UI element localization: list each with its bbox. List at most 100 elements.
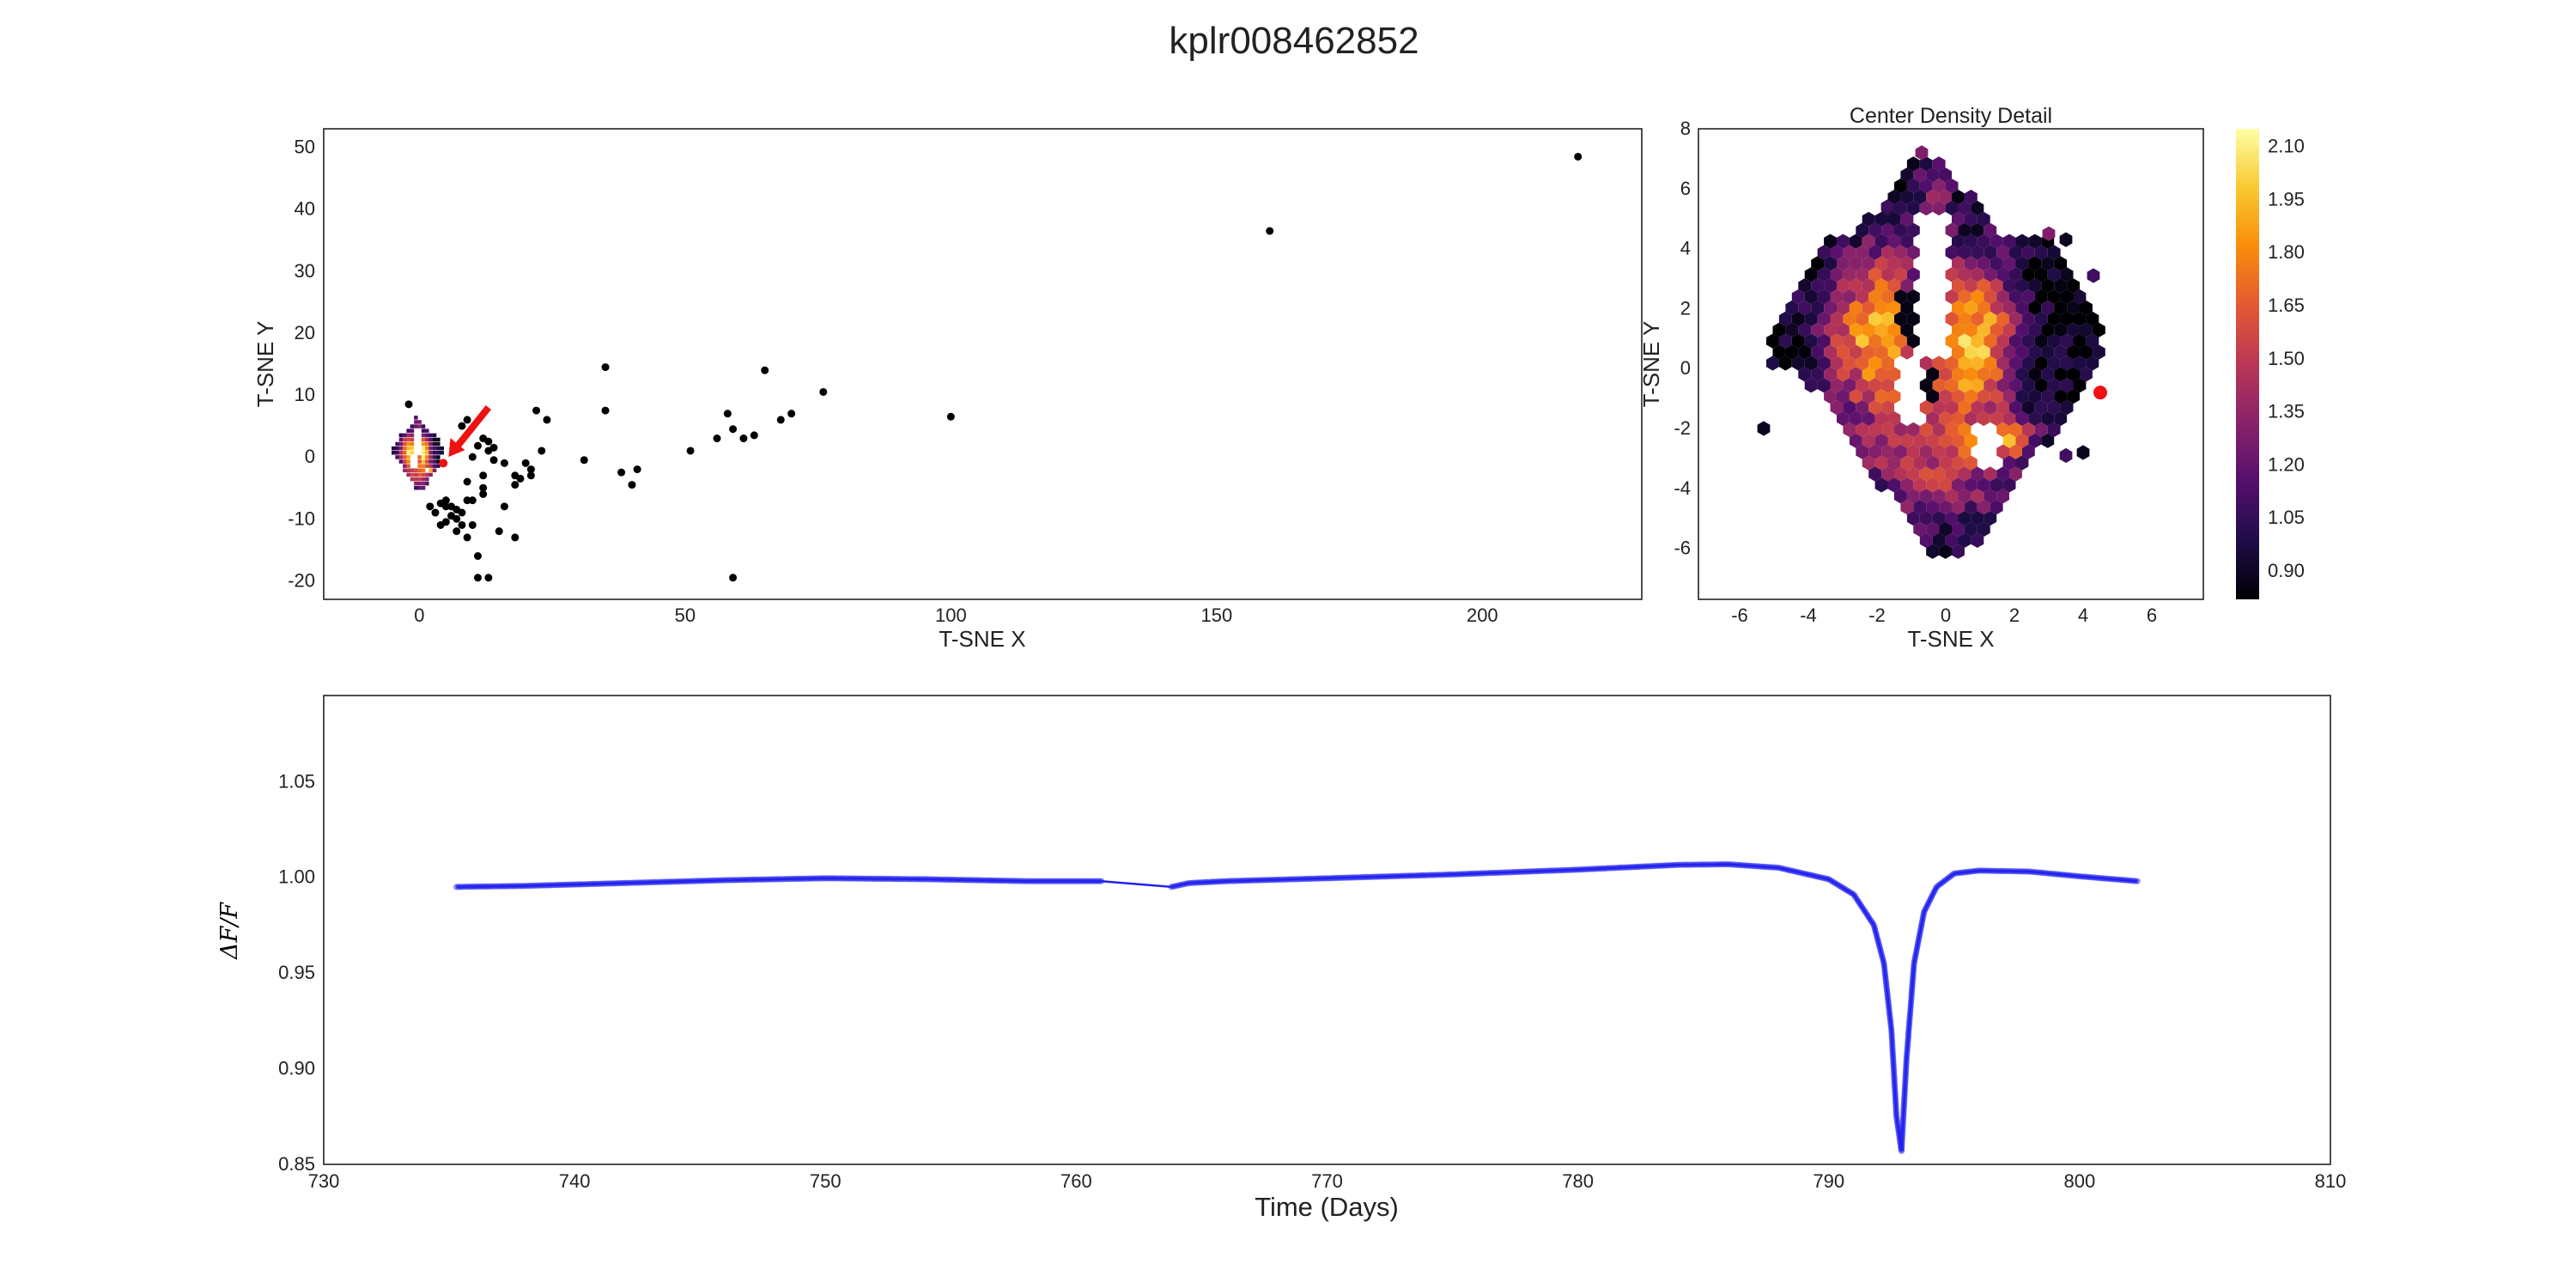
tsne-point (453, 527, 461, 536)
tsne-overview-y-ticks: -20 -10 0 10 20 30 40 50 (288, 137, 315, 592)
tsne-cluster-cell (406, 428, 410, 433)
hexbin (1996, 444, 2009, 459)
hexbin (2060, 333, 2074, 349)
tsne-point (479, 483, 488, 492)
hexbin (1874, 211, 1888, 227)
hexbin (1887, 322, 1901, 337)
hexbin (1977, 256, 1990, 271)
colorbar-tick-label: 1.20 (2268, 453, 2305, 475)
hexbin (1894, 311, 1907, 326)
hexbin (1811, 256, 1825, 271)
hexbin (1894, 466, 1907, 482)
hexbin (1964, 322, 1978, 337)
center-density-ylabel: T-SNE Y (1638, 321, 1664, 408)
hexbin (1837, 322, 1850, 337)
tsne-overview-panel: 0 50 100 150 200 -20 -10 0 10 20 30 40 50 T-SNE X T… (252, 128, 1643, 652)
tsne-point (819, 387, 828, 396)
y-tick-label: -10 (288, 507, 315, 529)
hexbin (1868, 245, 1882, 260)
tsne-cluster-cell (392, 446, 396, 451)
tsne-cluster-cell (417, 455, 422, 459)
hexbin (1964, 211, 1978, 227)
tsne-cluster-cell (425, 455, 429, 459)
tsne-cluster-cell (425, 441, 429, 447)
hexbin (1824, 367, 1837, 382)
hexbin (1856, 378, 1869, 393)
tsne-point (463, 496, 471, 505)
hexbin (1887, 278, 1901, 294)
hexbin (2015, 322, 2029, 337)
hexbin (2073, 311, 2087, 326)
hexbin (2060, 311, 2074, 326)
hexbin (1932, 489, 1946, 504)
hexbin (1811, 300, 1825, 316)
hexbin (2015, 410, 2029, 427)
hexbin (1958, 489, 1971, 504)
y-tick-label: 2 (1680, 297, 1691, 319)
hexbin (1887, 234, 1901, 249)
hexbin (1849, 389, 1862, 404)
hexbin (2047, 378, 2061, 393)
hexbin (1926, 544, 1940, 559)
tsne-cluster-cell (414, 477, 418, 482)
tsne-point (463, 533, 471, 542)
tsne-point (543, 416, 551, 424)
hexbin (1971, 355, 1984, 371)
hexbin (2041, 389, 2055, 404)
hexbin (1939, 167, 1952, 183)
hexbin (2009, 400, 2022, 416)
x-tick-label: 750 (810, 1170, 841, 1192)
hexbin (1964, 410, 1978, 427)
tsne-point (526, 471, 535, 480)
hexbin (1856, 400, 1869, 416)
tsne-cluster-cell (440, 451, 444, 455)
tsne-point (511, 471, 519, 480)
hexbin (1926, 410, 1940, 427)
hexbin (2009, 289, 2022, 305)
hexbin (1906, 156, 1920, 172)
hexbin (2076, 445, 2090, 460)
hexbin (2034, 289, 2048, 305)
tsne-cluster-cell (406, 433, 410, 438)
hexbin (1932, 355, 1946, 371)
hexbin (2060, 267, 2074, 283)
hexbin (2042, 226, 2056, 241)
hexbin (1919, 179, 1933, 194)
hexbin (2015, 367, 2029, 382)
tsne-cluster-cell (398, 433, 404, 438)
hexbin (1830, 333, 1844, 349)
hexbin (1939, 189, 1952, 205)
hexbin (1874, 477, 1888, 493)
tsne-cluster-cell (428, 464, 433, 468)
y-tick-label: 0.90 (278, 1058, 315, 1079)
tsne-point (723, 410, 732, 418)
tsne-cluster-cell (410, 477, 415, 482)
tsne-overview-ylabel: T-SNE Y (252, 321, 278, 408)
x-tick-label: 0 (1941, 605, 1951, 626)
hexbin (2047, 267, 2061, 283)
hexbin (1932, 200, 1946, 216)
tsne-cluster-cell (421, 477, 426, 482)
tsne-cluster-cell (425, 481, 429, 486)
hexbin (1952, 344, 1965, 360)
hexbin (1791, 289, 1805, 305)
y-tick-label: 1.05 (278, 770, 315, 792)
tsne-cluster-cell (428, 459, 433, 464)
hexbin (1990, 300, 2003, 316)
hexbin (1964, 278, 1978, 294)
hexbin (2015, 433, 2029, 448)
hexbin (1817, 311, 1831, 326)
tsne-point (468, 496, 477, 505)
hexbin (1945, 355, 1959, 371)
x-tick-label: 790 (1813, 1170, 1844, 1192)
hexbin (2041, 410, 2055, 427)
hexbin (1874, 234, 1888, 249)
hexbin (1849, 322, 1862, 337)
hexbin (1945, 200, 1959, 216)
hexbin (1837, 344, 1850, 360)
hexbin (1881, 222, 1894, 238)
hexbin (2054, 256, 2068, 271)
hexbin (1874, 410, 1888, 427)
hexbin (1964, 433, 1978, 448)
